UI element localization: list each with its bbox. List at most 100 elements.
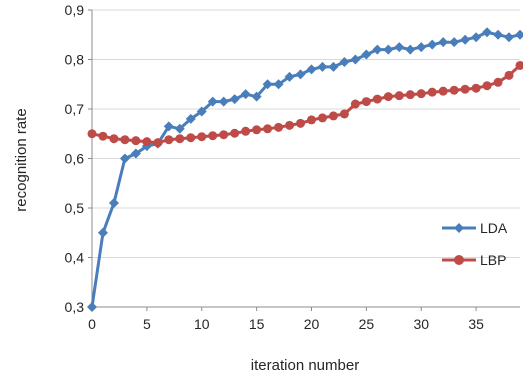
- data-point-lbp: [493, 77, 503, 87]
- data-point-lda: [185, 113, 196, 124]
- data-point-lda: [515, 29, 523, 40]
- data-point-lbp: [219, 130, 229, 140]
- series-line-lbp: [91, 64, 522, 145]
- data-point-lda: [493, 29, 504, 40]
- data-point-lda: [306, 64, 317, 75]
- series-group: [87, 27, 523, 312]
- y-tick-label: 0,4: [65, 250, 85, 266]
- data-point-lbp: [131, 136, 141, 146]
- data-point-lbp: [361, 97, 371, 107]
- data-point-lbp: [350, 99, 360, 109]
- data-point-lbp: [515, 60, 523, 70]
- data-point-lbp: [383, 92, 393, 102]
- data-point-lbp: [416, 89, 426, 99]
- data-point-lda: [504, 32, 515, 43]
- data-point-lda: [229, 94, 240, 105]
- axes: [88, 9, 520, 311]
- data-point-lda: [361, 49, 372, 60]
- data-point-lbp: [328, 111, 338, 121]
- data-point-lbp: [230, 128, 240, 138]
- data-point-lda: [174, 123, 185, 134]
- data-point-lbp: [427, 87, 437, 97]
- data-point-lbp: [186, 133, 196, 143]
- data-point-lda: [328, 61, 339, 72]
- data-point-lda: [196, 106, 207, 117]
- series-lbp: [87, 60, 523, 148]
- gridlines: [92, 9, 520, 258]
- data-point-lda: [350, 54, 361, 65]
- data-point-lda: [119, 153, 130, 164]
- data-point-lda: [471, 32, 482, 43]
- data-point-lda: [87, 302, 97, 312]
- data-point-lbp: [241, 126, 251, 136]
- data-point-lda: [240, 89, 251, 100]
- x-tick-label: 35: [468, 316, 484, 332]
- legend: LDA LBP: [442, 220, 508, 268]
- data-point-lbp: [164, 135, 174, 145]
- y-tick-labels: 0,3 0,4 0,5 0,6 0,7 0,8 0,9: [65, 2, 85, 315]
- x-tick-label: 15: [249, 316, 265, 332]
- legend-marker-icon: [454, 223, 464, 233]
- data-point-lda: [438, 37, 449, 48]
- data-point-lbp: [197, 132, 207, 142]
- data-point-lbp: [274, 122, 284, 132]
- data-point-lbp: [482, 81, 492, 91]
- data-point-lda: [163, 121, 174, 132]
- data-point-lbp: [449, 85, 459, 95]
- data-point-lbp: [87, 129, 97, 139]
- y-tick-label: 0,3: [65, 299, 85, 315]
- data-point-lda: [372, 44, 383, 55]
- data-point-lbp: [504, 70, 514, 80]
- data-point-lbp: [372, 94, 382, 104]
- data-point-lda: [482, 27, 493, 38]
- y-tick-label: 0,9: [65, 2, 85, 18]
- data-point-lbp: [296, 118, 306, 128]
- data-point-lda: [273, 79, 284, 90]
- data-point-lbp: [438, 86, 448, 96]
- data-point-lda: [383, 44, 394, 55]
- data-point-lbp: [208, 131, 218, 141]
- data-point-lda: [218, 96, 229, 107]
- data-point-lda: [284, 71, 295, 82]
- data-point-lda: [339, 56, 350, 67]
- series-line-lda: [90, 30, 521, 308]
- data-point-lda: [405, 44, 416, 55]
- x-tick-label: 30: [413, 316, 429, 332]
- data-point-lda: [97, 227, 108, 238]
- data-point-lbp: [109, 134, 119, 144]
- data-point-lda: [460, 34, 471, 45]
- data-point-lda: [427, 39, 438, 50]
- data-point-lbp: [120, 135, 130, 145]
- data-point-lda: [317, 61, 328, 72]
- x-tick-label: 5: [143, 316, 151, 332]
- data-point-lbp: [263, 124, 273, 134]
- x-tick-label: 0: [88, 316, 96, 332]
- legend-label: LBP: [480, 252, 506, 268]
- data-point-lbp: [252, 125, 262, 135]
- data-point-lda: [130, 148, 141, 159]
- data-point-lbp: [142, 137, 152, 147]
- data-point-lda: [207, 96, 218, 107]
- x-axis-title: iteration number: [251, 357, 359, 374]
- series-lda: [87, 27, 523, 312]
- y-tick-label: 0,7: [65, 101, 85, 117]
- data-point-lbp: [460, 84, 470, 94]
- data-point-lbp: [405, 90, 415, 100]
- data-point-lbp: [98, 131, 108, 141]
- data-point-lda: [295, 69, 306, 80]
- y-tick-label: 0,8: [65, 52, 85, 68]
- legend-marker-icon: [454, 255, 464, 265]
- data-point-lbp: [153, 138, 163, 148]
- x-tick-labels: 0 5 10 15 20 25 30 35: [88, 316, 484, 332]
- data-point-lbp: [285, 120, 295, 130]
- y-tick-label: 0,6: [65, 151, 85, 167]
- y-axis-title: recognition rate: [13, 108, 30, 211]
- legend-entry-lda: LDA: [442, 220, 508, 236]
- x-tick-label: 10: [194, 316, 210, 332]
- data-point-lda: [416, 42, 427, 53]
- x-tick-label: 25: [359, 316, 375, 332]
- data-point-lda: [394, 42, 405, 53]
- data-point-lda: [251, 91, 262, 102]
- x-tick-label: 20: [304, 316, 320, 332]
